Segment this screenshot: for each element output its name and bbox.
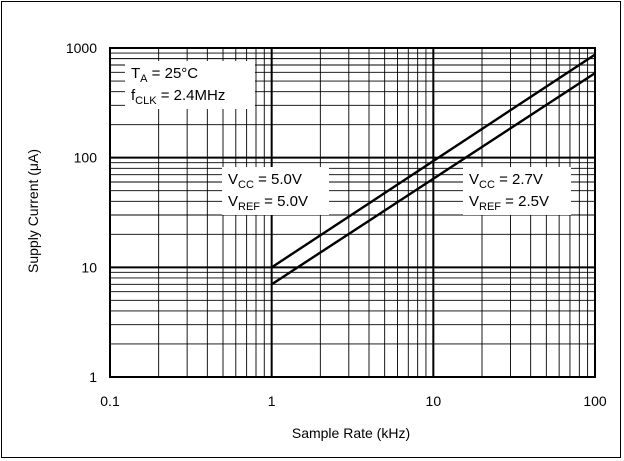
lower-curve-label-background xyxy=(463,167,571,215)
y-tick-label: 1 xyxy=(89,369,97,385)
upper-curve-label-line: VREF = 5.0V xyxy=(228,193,308,213)
upper-curve-label-background xyxy=(222,167,329,215)
x-axis-title: Sample Rate (kHz) xyxy=(292,425,410,441)
conditions-label-line: fCLK = 2.4MHz xyxy=(131,87,225,107)
lower-curve-label-line: VCC = 2.7V xyxy=(469,171,543,191)
series-line-2 xyxy=(271,72,596,286)
series-layer xyxy=(271,53,596,286)
x-tick-label: 0.1 xyxy=(100,393,120,409)
x-tick-label: 1 xyxy=(268,393,276,409)
x-tick-label: 100 xyxy=(583,393,607,409)
conditions-label-background xyxy=(125,61,255,109)
lower-curve-label-line: VREF = 2.5V xyxy=(469,193,549,213)
y-axis-title: Supply Current (μA) xyxy=(25,149,41,273)
x-tick-label: 10 xyxy=(426,393,442,409)
conditions-label-line: TA = 25°C xyxy=(131,65,198,85)
y-tick-label: 10 xyxy=(81,259,97,275)
series-line-1 xyxy=(271,53,596,269)
y-tick-label: 100 xyxy=(74,150,98,166)
plot-border xyxy=(109,47,596,378)
major-grid xyxy=(109,47,596,378)
y-tick-label: 1000 xyxy=(66,40,97,56)
upper-curve-label-line: VCC = 5.0V xyxy=(228,171,302,191)
